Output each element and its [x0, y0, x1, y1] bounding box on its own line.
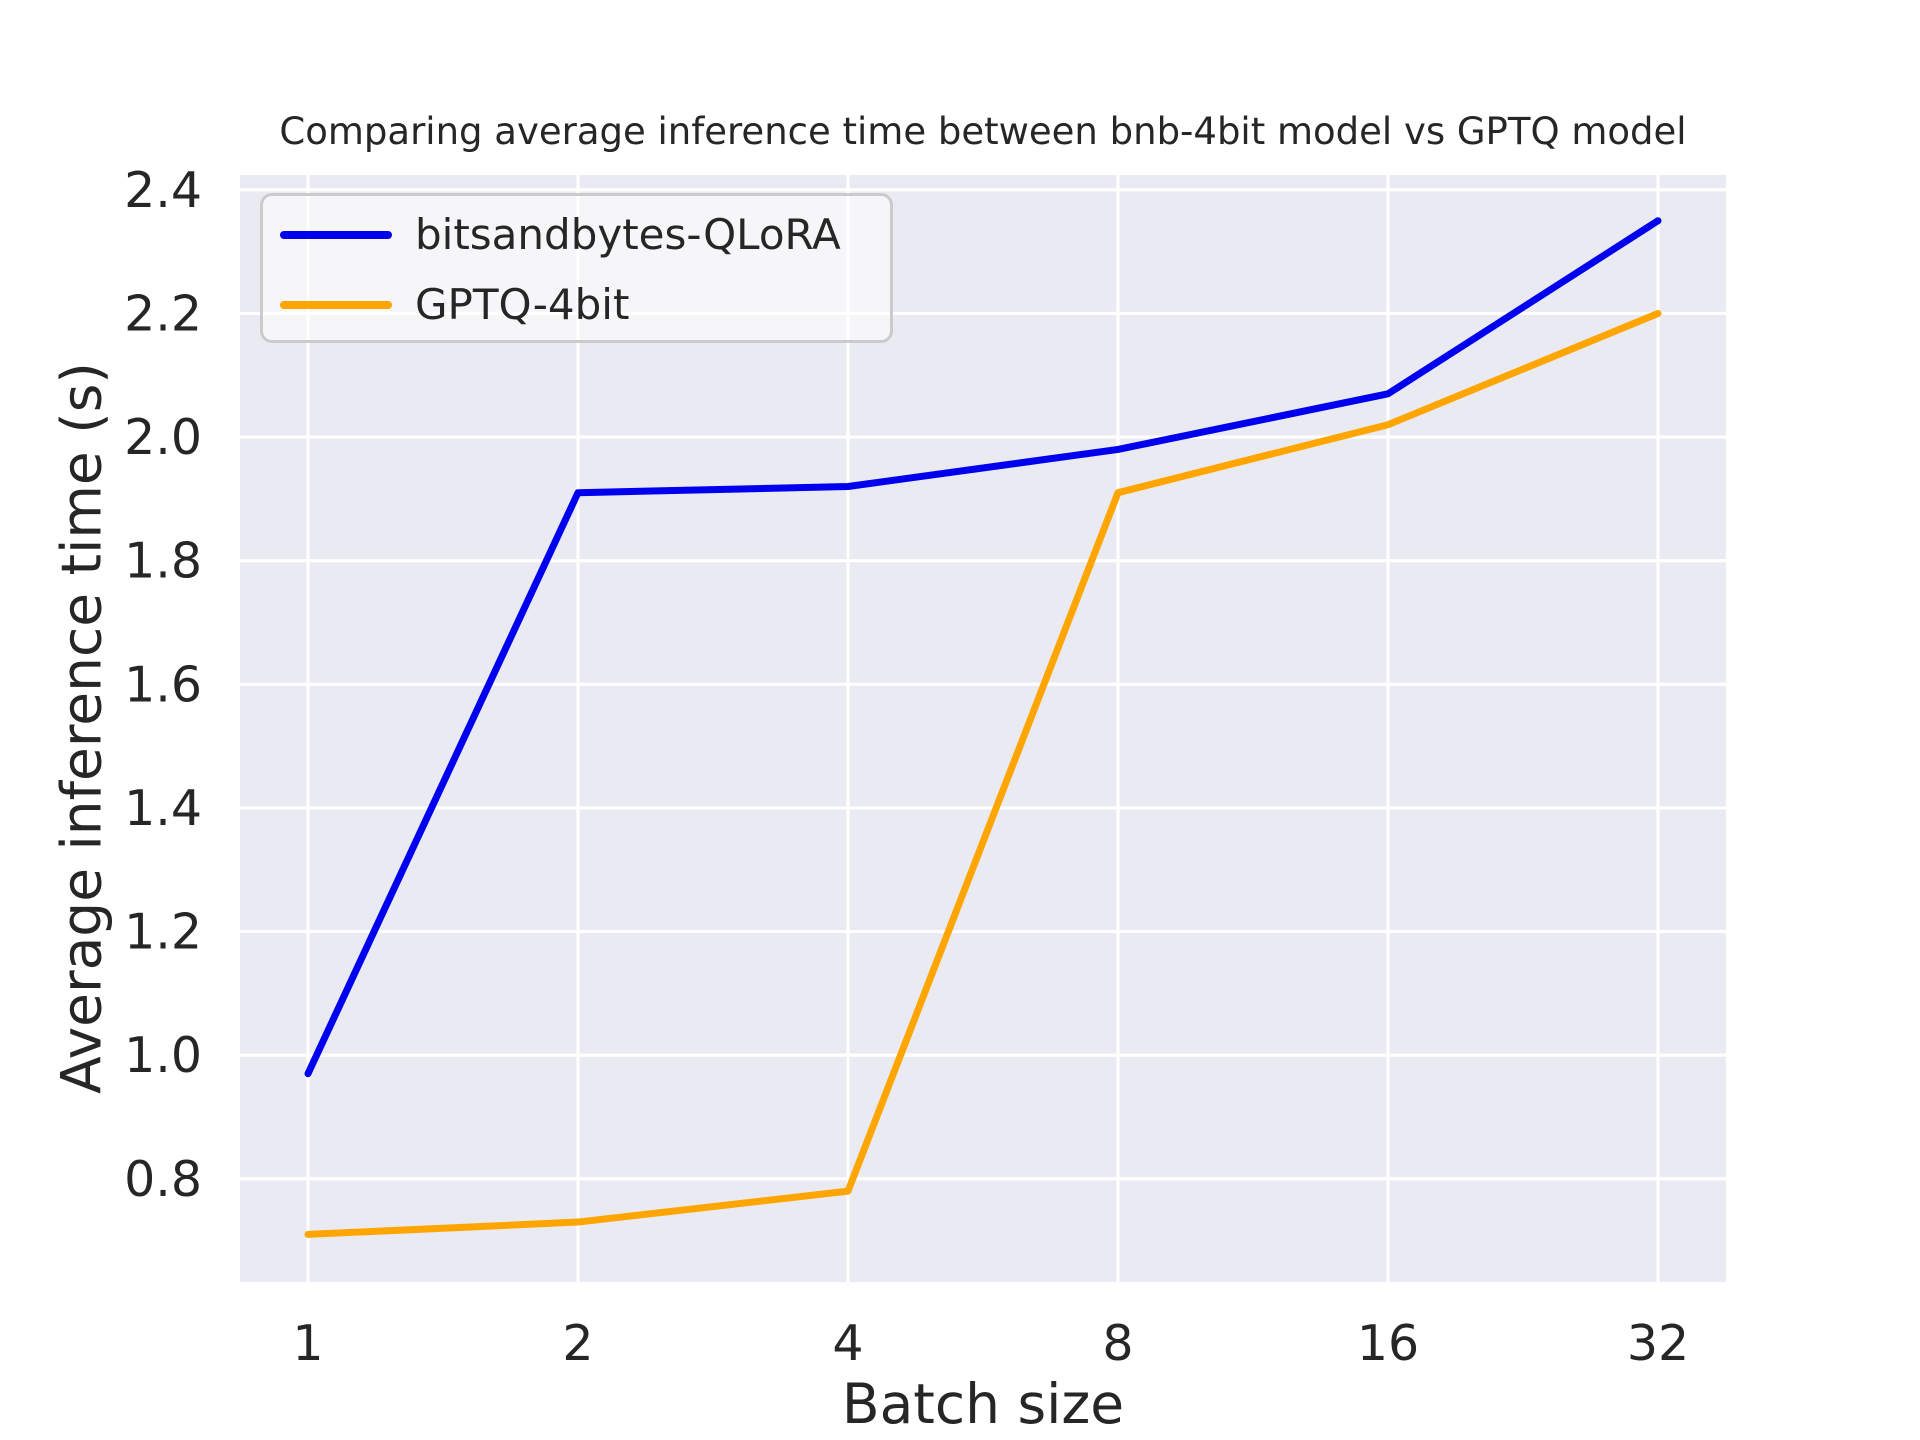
plot-background: [240, 175, 1726, 1282]
series-line-bitsandbytes-QLoRA: [304, 217, 1662, 1078]
legend-label: GPTQ-4bit: [415, 280, 630, 329]
x-axis-label: Batch size: [841, 1372, 1125, 1436]
y-tick-label: 0.8: [124, 1151, 202, 1208]
legend-line-swatch: [280, 301, 392, 309]
legend-entry: GPTQ-4bit: [280, 270, 890, 340]
y-tick-label: 1.6: [124, 656, 202, 713]
x-tick-label: 1: [292, 1315, 323, 1372]
x-tick-label: 32: [1627, 1315, 1689, 1372]
legend: bitsandbytes-QLoRA GPTQ-4bit: [260, 193, 893, 343]
y-tick-label: 2.4: [124, 162, 202, 219]
x-tick-label: 4: [832, 1315, 863, 1372]
y-tick-label: 1.0: [124, 1027, 202, 1084]
series-line-GPTQ-4bit: [304, 309, 1662, 1238]
legend-line-swatch: [280, 231, 392, 239]
chart-title: Comparing average inference time between…: [279, 110, 1687, 153]
y-tick-label: 1.8: [124, 533, 202, 590]
y-tick-label: 2.0: [124, 409, 202, 466]
legend-entry: bitsandbytes-QLoRA: [280, 200, 890, 270]
y-tick-label: 1.4: [124, 780, 202, 837]
x-tick-label: 2: [562, 1315, 593, 1372]
x-tick-label: 16: [1357, 1315, 1419, 1372]
y-tick-label: 2.2: [124, 285, 202, 342]
legend-label: bitsandbytes-QLoRA: [415, 210, 841, 259]
x-tick-label: 8: [1102, 1315, 1133, 1372]
y-axis-label: Average inference time (s): [49, 362, 114, 1094]
y-tick-label: 1.2: [124, 904, 202, 961]
